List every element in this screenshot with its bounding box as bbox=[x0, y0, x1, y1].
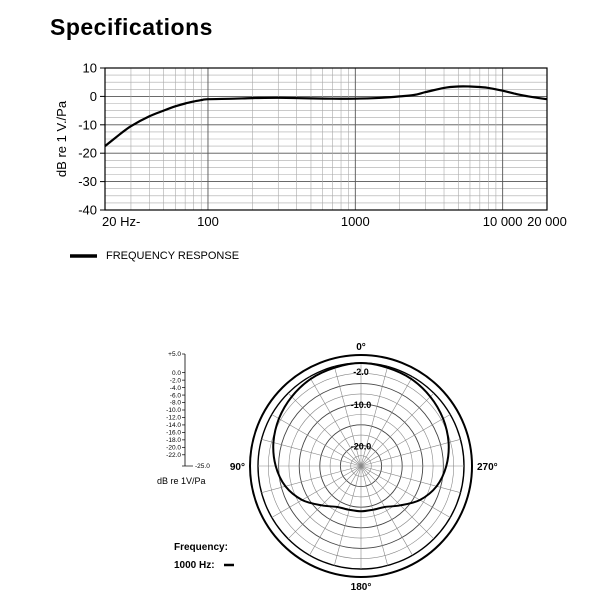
polar-ring-label: -2.0 bbox=[353, 367, 369, 377]
page-title: Specifications bbox=[50, 14, 213, 40]
polar-spoke bbox=[360, 414, 451, 467]
y-tick-label: 10 bbox=[83, 61, 97, 76]
polar-spoke bbox=[287, 392, 362, 467]
polar-scale-label: -12.0 bbox=[166, 415, 181, 422]
polar-ring-labels: -2.0 -10.0 -20.0 bbox=[351, 367, 372, 451]
polar-outer-ring bbox=[249, 354, 473, 578]
polar-spoke bbox=[309, 376, 362, 467]
polar-angle-label: 270° bbox=[477, 462, 498, 473]
y-tick-label: -10 bbox=[78, 117, 97, 132]
polar-spoke bbox=[261, 439, 362, 467]
polar-spoke bbox=[360, 465, 388, 566]
polar-grid bbox=[249, 354, 473, 578]
polar-angle-label: 90° bbox=[230, 462, 245, 473]
polar-spoke bbox=[271, 465, 362, 518]
frequency-response-line bbox=[104, 85, 548, 147]
polar-scale-label: +5.0 bbox=[168, 351, 181, 358]
x-tick-label: 20 000 bbox=[527, 214, 567, 229]
polar-scale-label: -14.0 bbox=[166, 422, 181, 429]
polar-spoke bbox=[360, 465, 451, 518]
polar-legend-title: Frequency: bbox=[174, 542, 228, 553]
y-tick-label: -40 bbox=[78, 203, 97, 218]
polar-spoke bbox=[360, 366, 388, 467]
x-tick-label: 1000 bbox=[341, 214, 370, 229]
y-tick-label: 0 bbox=[90, 89, 97, 104]
polar-spoke bbox=[360, 392, 435, 467]
polar-ring-label: -10.0 bbox=[351, 400, 372, 410]
y-tick-label: -20 bbox=[78, 146, 97, 161]
polar-spoke bbox=[360, 376, 413, 467]
polar-legend-label-1000hz: 1000 Hz: bbox=[174, 560, 215, 571]
legend-label-frequency-response: FREQUENCY RESPONSE bbox=[106, 250, 239, 262]
polar-spoke bbox=[261, 465, 362, 493]
polar-spoke bbox=[334, 465, 362, 566]
x-tick-label: 100 bbox=[197, 214, 219, 229]
polar-scale-label: -16.0 bbox=[166, 430, 181, 437]
polar-scale-label: -25.0 bbox=[195, 463, 210, 470]
polar-angle-labels: 0° 90° 180° 270° bbox=[230, 342, 498, 593]
polar-scale-label: 0.0 bbox=[172, 370, 181, 377]
polar-pattern-line bbox=[272, 361, 450, 513]
frequency-response-x-ticks: 20 Hz- 100 1000 10 000 20 000 bbox=[102, 214, 567, 229]
polar-ring-label: -20.0 bbox=[351, 441, 372, 451]
frequency-response-grid bbox=[104, 67, 548, 211]
frequency-response-y-axis-label: dB re 1 V./Pa bbox=[54, 100, 69, 177]
polar-scale-label: -22.0 bbox=[166, 452, 181, 459]
polar-scale-label: -18.0 bbox=[166, 437, 181, 444]
polar-spoke bbox=[309, 465, 362, 556]
polar-spoke bbox=[271, 414, 362, 467]
polar-scale-unit-label: dB re 1V/Pa bbox=[157, 476, 206, 486]
polar-spoke bbox=[287, 465, 362, 540]
frequency-response-y-ticks: 10 0 -10 -20 -30 -40 bbox=[78, 61, 105, 218]
polar-spoke bbox=[360, 465, 413, 556]
polar-scale-label: -20.0 bbox=[166, 445, 181, 452]
polar-angle-label: 0° bbox=[356, 342, 366, 353]
polar-scale-label: -2.0 bbox=[170, 377, 182, 384]
polar-scale-label: -8.0 bbox=[170, 400, 182, 407]
polar-spoke bbox=[334, 366, 362, 467]
polar-spoke bbox=[360, 439, 461, 467]
frequency-response-frame bbox=[104, 67, 548, 211]
polar-spoke bbox=[360, 465, 435, 540]
polar-dB-scale: +5.00.0-2.0-4.0-6.0-8.0-10.0-12.0-14.0-1… bbox=[166, 351, 210, 470]
x-tick-label: 20 Hz- bbox=[102, 214, 140, 229]
y-tick-label: -30 bbox=[78, 174, 97, 189]
x-tick-label: 10 000 bbox=[483, 214, 523, 229]
polar-spoke bbox=[360, 465, 461, 493]
polar-scale-label: -6.0 bbox=[170, 392, 182, 399]
polar-scale-label: -4.0 bbox=[170, 385, 182, 392]
polar-angle-label: 180° bbox=[351, 582, 372, 593]
polar-scale-label: -10.0 bbox=[166, 407, 181, 414]
